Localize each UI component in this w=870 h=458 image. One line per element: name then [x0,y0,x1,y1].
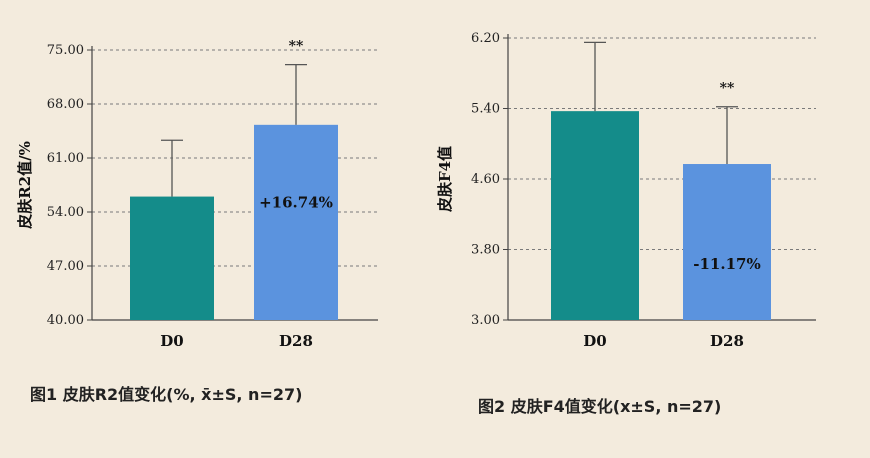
y-tick-label: 61.00 [47,151,84,166]
significance-marker: ** [720,81,735,97]
y-tick-label: 5.40 [471,102,500,117]
chart-r2-svg: 40.00 47.00 54.00 61.00 68.00 75.00 皮肤R2值/% D0 D… [16,39,378,350]
y-tick-label: 47.00 [47,259,84,274]
y-tick-label: 68.00 [47,97,84,112]
significance-marker: ** [289,39,304,55]
x-category-label: D0 [583,332,606,350]
percent-change-label: +16.74% [259,193,333,211]
y-tick-label: 75.00 [47,43,84,58]
y-axis-label: 皮肤F4值 [436,146,454,212]
bar-d0 [551,111,639,320]
percent-change-label: -11.17% [693,255,760,273]
y-tick-label: 54.00 [47,205,84,220]
chart-panel-f4: 3.00 3.80 4.60 5.40 6.20 皮肤F4值 D0 D28 -11.17% ** … [430,0,870,458]
y-tick-label: 4.60 [471,172,500,187]
x-category-label: D0 [160,332,183,350]
chart-f4-svg: 3.00 3.80 4.60 5.40 6.20 皮肤F4值 D0 D28 -11.17% ** [436,31,816,350]
figure-caption-2: 图2 皮肤F4值变化(x±S, n=27) [478,397,722,416]
y-tick-label: 6.20 [471,31,500,46]
y-tick-label: 3.00 [471,313,500,328]
bar-d0 [130,196,214,320]
x-category-label: D28 [710,332,744,350]
bar-d28 [254,124,338,320]
x-category-label: D28 [279,332,313,350]
y-axis-label: 皮肤R2值/% [16,141,34,229]
bar-d28 [683,164,771,320]
y-tick-label: 3.80 [471,243,500,258]
y-tick-label: 40.00 [47,313,84,328]
figure-caption-1: 图1 皮肤R2值变化(%, x̄±S, n=27) [30,385,303,404]
chart-panel-r2: 40.00 47.00 54.00 61.00 68.00 75.00 皮肤R2值/% D0 D… [0,0,420,458]
